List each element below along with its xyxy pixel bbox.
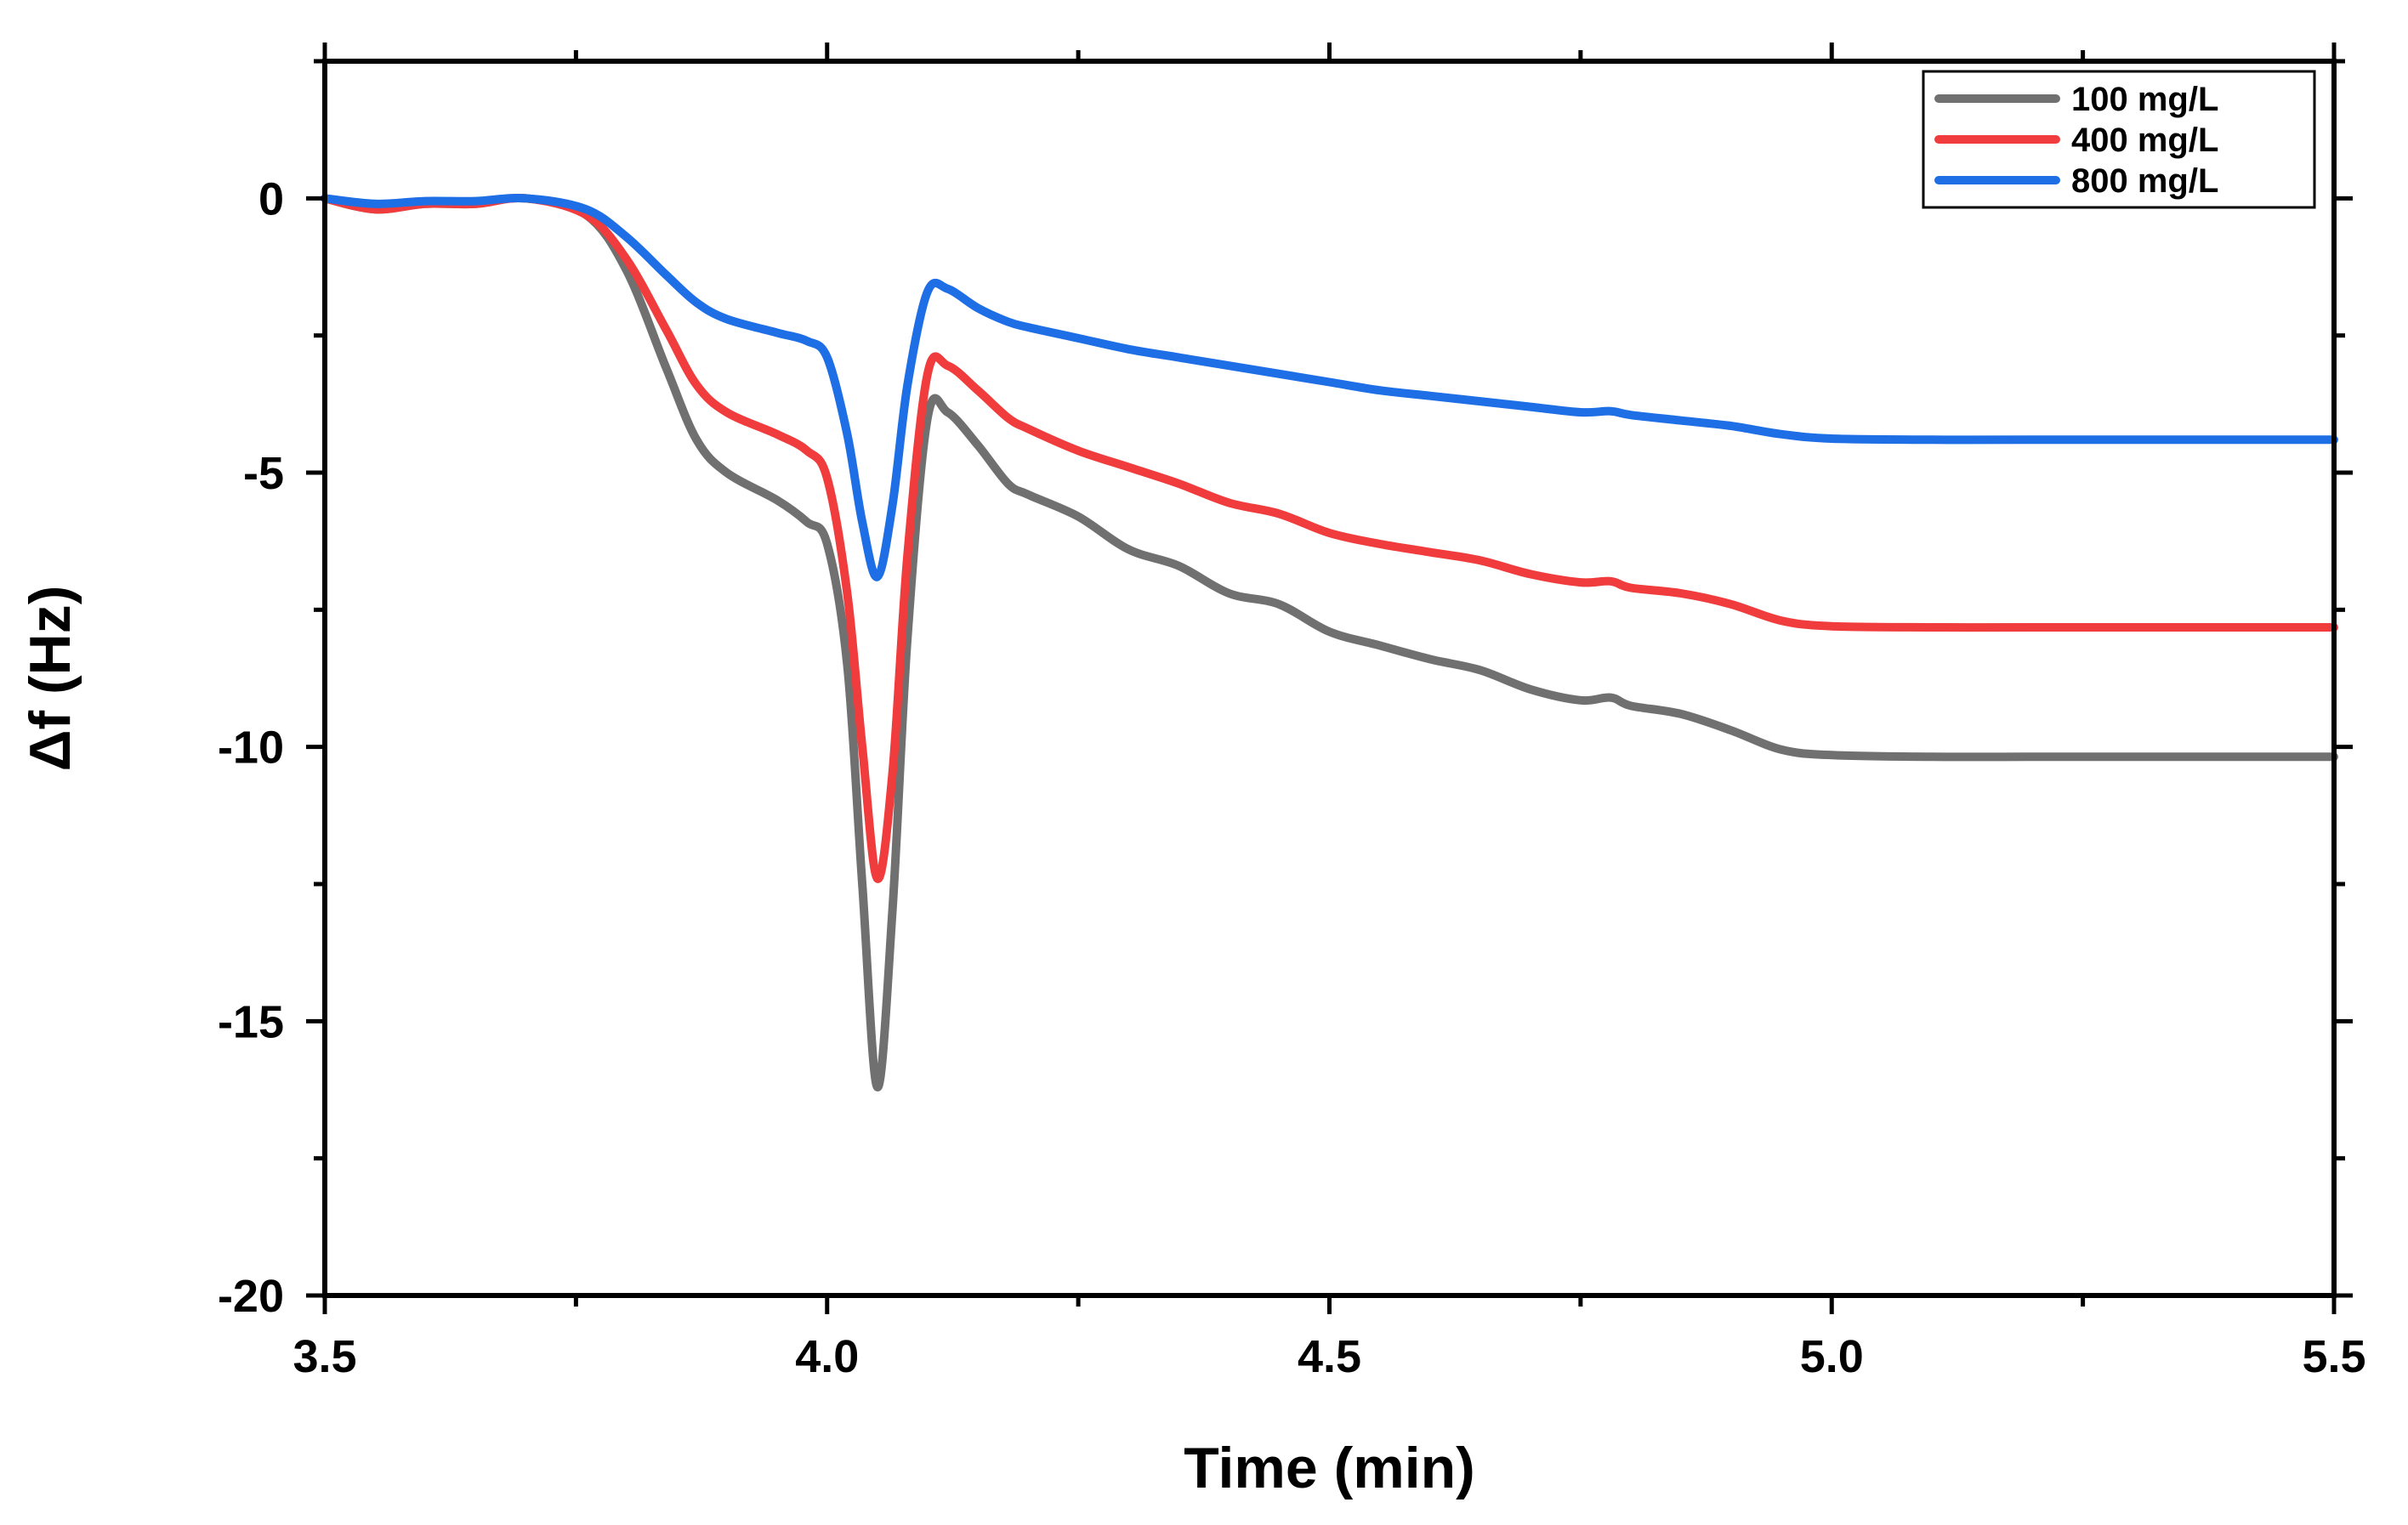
tick-layer: 3.5 4.0 4.5 5.0 5.5 0 -5 -10 -15 -20 (218, 43, 2366, 1382)
plot-frame (322, 59, 2337, 1298)
x-tick-label: 4.0 (795, 1331, 859, 1382)
legend-label-0: 100 mg/L (2071, 81, 2218, 118)
y-tick-label: -10 (218, 723, 284, 774)
x-tick-label: 5.5 (2302, 1331, 2365, 1382)
series-layer (321, 193, 2338, 1091)
series-line-0 (321, 193, 2338, 1091)
legend-label-1: 400 mg/L (2071, 122, 2218, 159)
x-tick-label: 4.5 (1298, 1331, 1361, 1382)
y-tick-label: -15 (218, 996, 284, 1047)
x-axis-title: Time (min) (1184, 1436, 1475, 1500)
y-axis-title: Δf (Hz) (18, 586, 82, 772)
y-tick-label: -5 (243, 448, 284, 499)
y-tick-label: -20 (218, 1271, 284, 1322)
x-tick-label: 5.0 (1800, 1331, 1864, 1382)
series-line-1 (321, 193, 2338, 883)
series-line-2 (321, 193, 2338, 581)
legend-label-2: 800 mg/L (2071, 162, 2218, 200)
y-tick-label: 0 (258, 173, 284, 224)
x-tick-label: 3.5 (292, 1331, 356, 1382)
